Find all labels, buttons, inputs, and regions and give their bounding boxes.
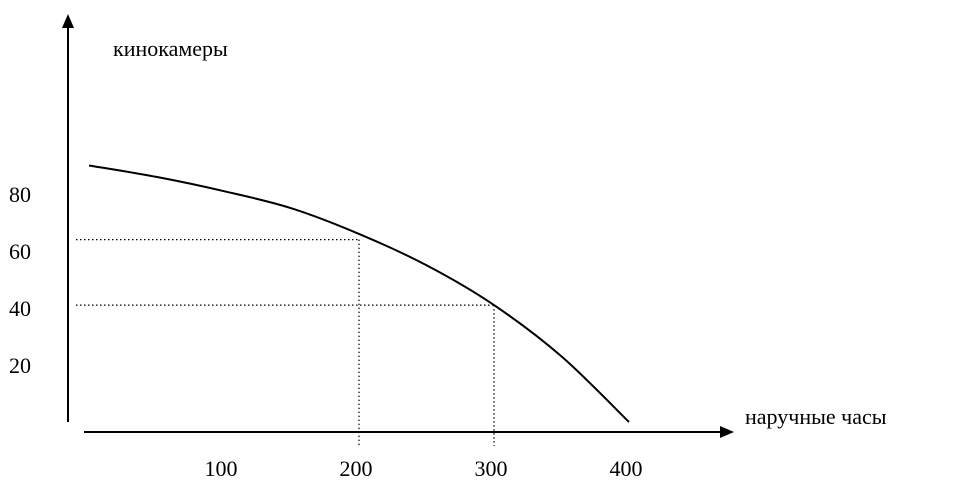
y-tick-label-0: 20 <box>9 353 31 378</box>
guide-lines <box>76 239 495 446</box>
x-tick-label-3: 400 <box>610 456 643 479</box>
y-axis-label: кинокамеры <box>113 36 228 61</box>
y-tick-label-1: 40 <box>9 296 31 321</box>
ppf-curve-group <box>88 164 630 423</box>
ppf-curve-line <box>88 164 630 423</box>
x-axis-label: наручные часы <box>745 404 887 429</box>
x-tick-label-1: 200 <box>340 456 373 479</box>
y-tick-label-3: 80 <box>9 182 31 207</box>
y-tick-label-2: 60 <box>9 239 31 264</box>
tick-labels: 100 200 300 400 20 40 60 80 <box>9 182 643 481</box>
x-tick-label-2: 300 <box>475 456 508 479</box>
x-tick-label-0: 100 <box>205 456 238 479</box>
